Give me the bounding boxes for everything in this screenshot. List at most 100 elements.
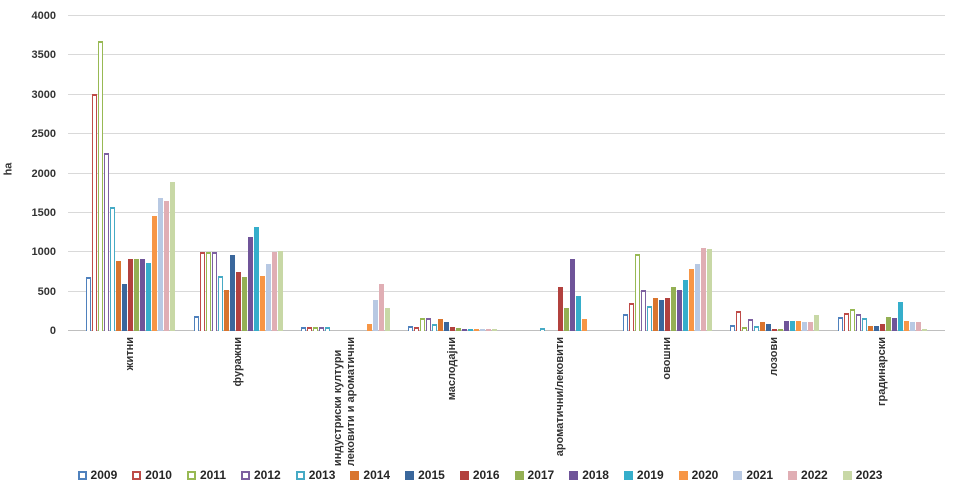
y-tick-label: 0 — [49, 325, 56, 337]
legend-item-2016: 2016 — [459, 468, 500, 482]
bar-2013 — [217, 275, 223, 331]
bar-2018 — [140, 258, 146, 331]
bar-2014 — [223, 290, 229, 331]
bar-2015 — [766, 323, 772, 331]
bar-2019 — [575, 296, 581, 331]
category-label: индустриски култури лековити и ароматичн… — [332, 337, 358, 467]
legend-item-2013: 2013 — [295, 468, 335, 482]
legend-item-2014: 2014 — [350, 468, 390, 482]
bar-2020 — [474, 329, 480, 331]
bar-2013 — [110, 207, 116, 331]
bar-group-4 — [408, 16, 498, 331]
bar-2021 — [802, 322, 808, 331]
bar-2012 — [104, 153, 110, 331]
legend-item-2018: 2018 — [569, 468, 609, 482]
legend-swatch — [405, 470, 415, 480]
legend-swatch — [77, 470, 87, 480]
x-label-cell-6: овошни — [623, 337, 712, 380]
legend-label: 2021 — [746, 468, 774, 482]
category-label: фуражни — [231, 337, 244, 387]
y-axis-title: ha — [2, 162, 15, 176]
bar-2016 — [879, 323, 885, 331]
legend-label: 2018 — [582, 468, 609, 482]
legend-swatch — [459, 470, 469, 480]
legend-label: 2019 — [636, 468, 664, 482]
bar-2020 — [152, 216, 158, 331]
bar-2019 — [682, 279, 688, 331]
plot-area — [68, 15, 945, 331]
bar-2021 — [909, 322, 915, 331]
bar-2020 — [796, 320, 802, 331]
bar-2015 — [444, 321, 450, 331]
bar-2012 — [640, 290, 646, 331]
legend-swatch — [295, 470, 305, 480]
bar-2020 — [259, 275, 265, 331]
bar-2020 — [581, 319, 587, 331]
bar-2023 — [170, 182, 176, 331]
bar-2023 — [384, 308, 390, 331]
y-tick-label: 1500 — [31, 206, 56, 219]
legend-swatch — [678, 470, 688, 480]
bar-2021 — [158, 197, 164, 331]
bar-2018 — [784, 320, 790, 331]
legend-item-2022: 2022 — [788, 468, 828, 482]
x-label-cell-7: лозови — [730, 337, 819, 376]
bar-2013 — [539, 327, 545, 331]
legend-swatch — [733, 470, 743, 480]
bar-2013 — [324, 327, 330, 331]
bar-2022 — [486, 329, 492, 331]
category-label: овошни — [660, 337, 673, 380]
bar-2011 — [205, 252, 211, 331]
bar-2009 — [730, 324, 736, 331]
y-tick-label: 500 — [37, 285, 56, 298]
bar-2011 — [849, 308, 855, 331]
category-label: ароматични/лековити — [553, 337, 566, 457]
legend-swatch — [132, 470, 142, 480]
bar-group-8 — [837, 16, 927, 331]
bar-2020 — [688, 268, 694, 331]
bar-2015 — [873, 325, 879, 331]
y-tick-label: 4000 — [31, 10, 56, 22]
bar-2011 — [98, 41, 104, 331]
bar-2009 — [837, 316, 843, 331]
legend-swatch — [623, 470, 633, 480]
x-label-cell-4: маслодајни — [408, 337, 497, 400]
bar-2019 — [253, 227, 259, 331]
bar-2016 — [128, 258, 134, 331]
legend-swatch — [350, 470, 360, 480]
y-tick-label: 2000 — [31, 167, 56, 180]
x-axis-category-labels: житни фуражни индустриски култури лековити… — [68, 337, 945, 466]
bar-2010 — [92, 93, 98, 331]
legend-swatch — [842, 470, 852, 480]
bar-2012 — [211, 252, 217, 331]
x-label-cell-3: индустриски култури лековити и ароматичн… — [301, 337, 390, 466]
category-label: лозови — [768, 337, 781, 376]
category-label: градинарски — [875, 337, 888, 407]
bar-2018 — [247, 236, 253, 331]
bar-2013 — [861, 318, 867, 331]
bar-2021 — [372, 299, 378, 331]
bar-2016 — [772, 329, 778, 331]
bar-2009 — [622, 313, 628, 331]
bar-2017 — [778, 328, 784, 331]
gridline-500 — [68, 290, 945, 292]
bar-2010 — [306, 327, 312, 331]
bar-2018 — [891, 317, 897, 331]
legend-label: 2012 — [254, 468, 281, 482]
bar-2011 — [634, 253, 640, 331]
gridline-2000 — [68, 172, 945, 174]
bar-2009 — [300, 327, 306, 331]
bar-2022 — [271, 252, 277, 331]
bar-2013 — [646, 305, 652, 331]
gridline-1500 — [68, 211, 945, 213]
legend-item-2015: 2015 — [405, 468, 445, 482]
legend-label: 2011 — [199, 468, 226, 482]
legend-item-2021: 2021 — [733, 468, 773, 482]
bar-group-6 — [622, 16, 712, 331]
legend-swatch — [514, 470, 524, 480]
bar-2019 — [146, 262, 152, 331]
y-tick-label: 3000 — [31, 88, 56, 101]
bar-2010 — [414, 327, 420, 331]
bar-2018 — [676, 290, 682, 331]
